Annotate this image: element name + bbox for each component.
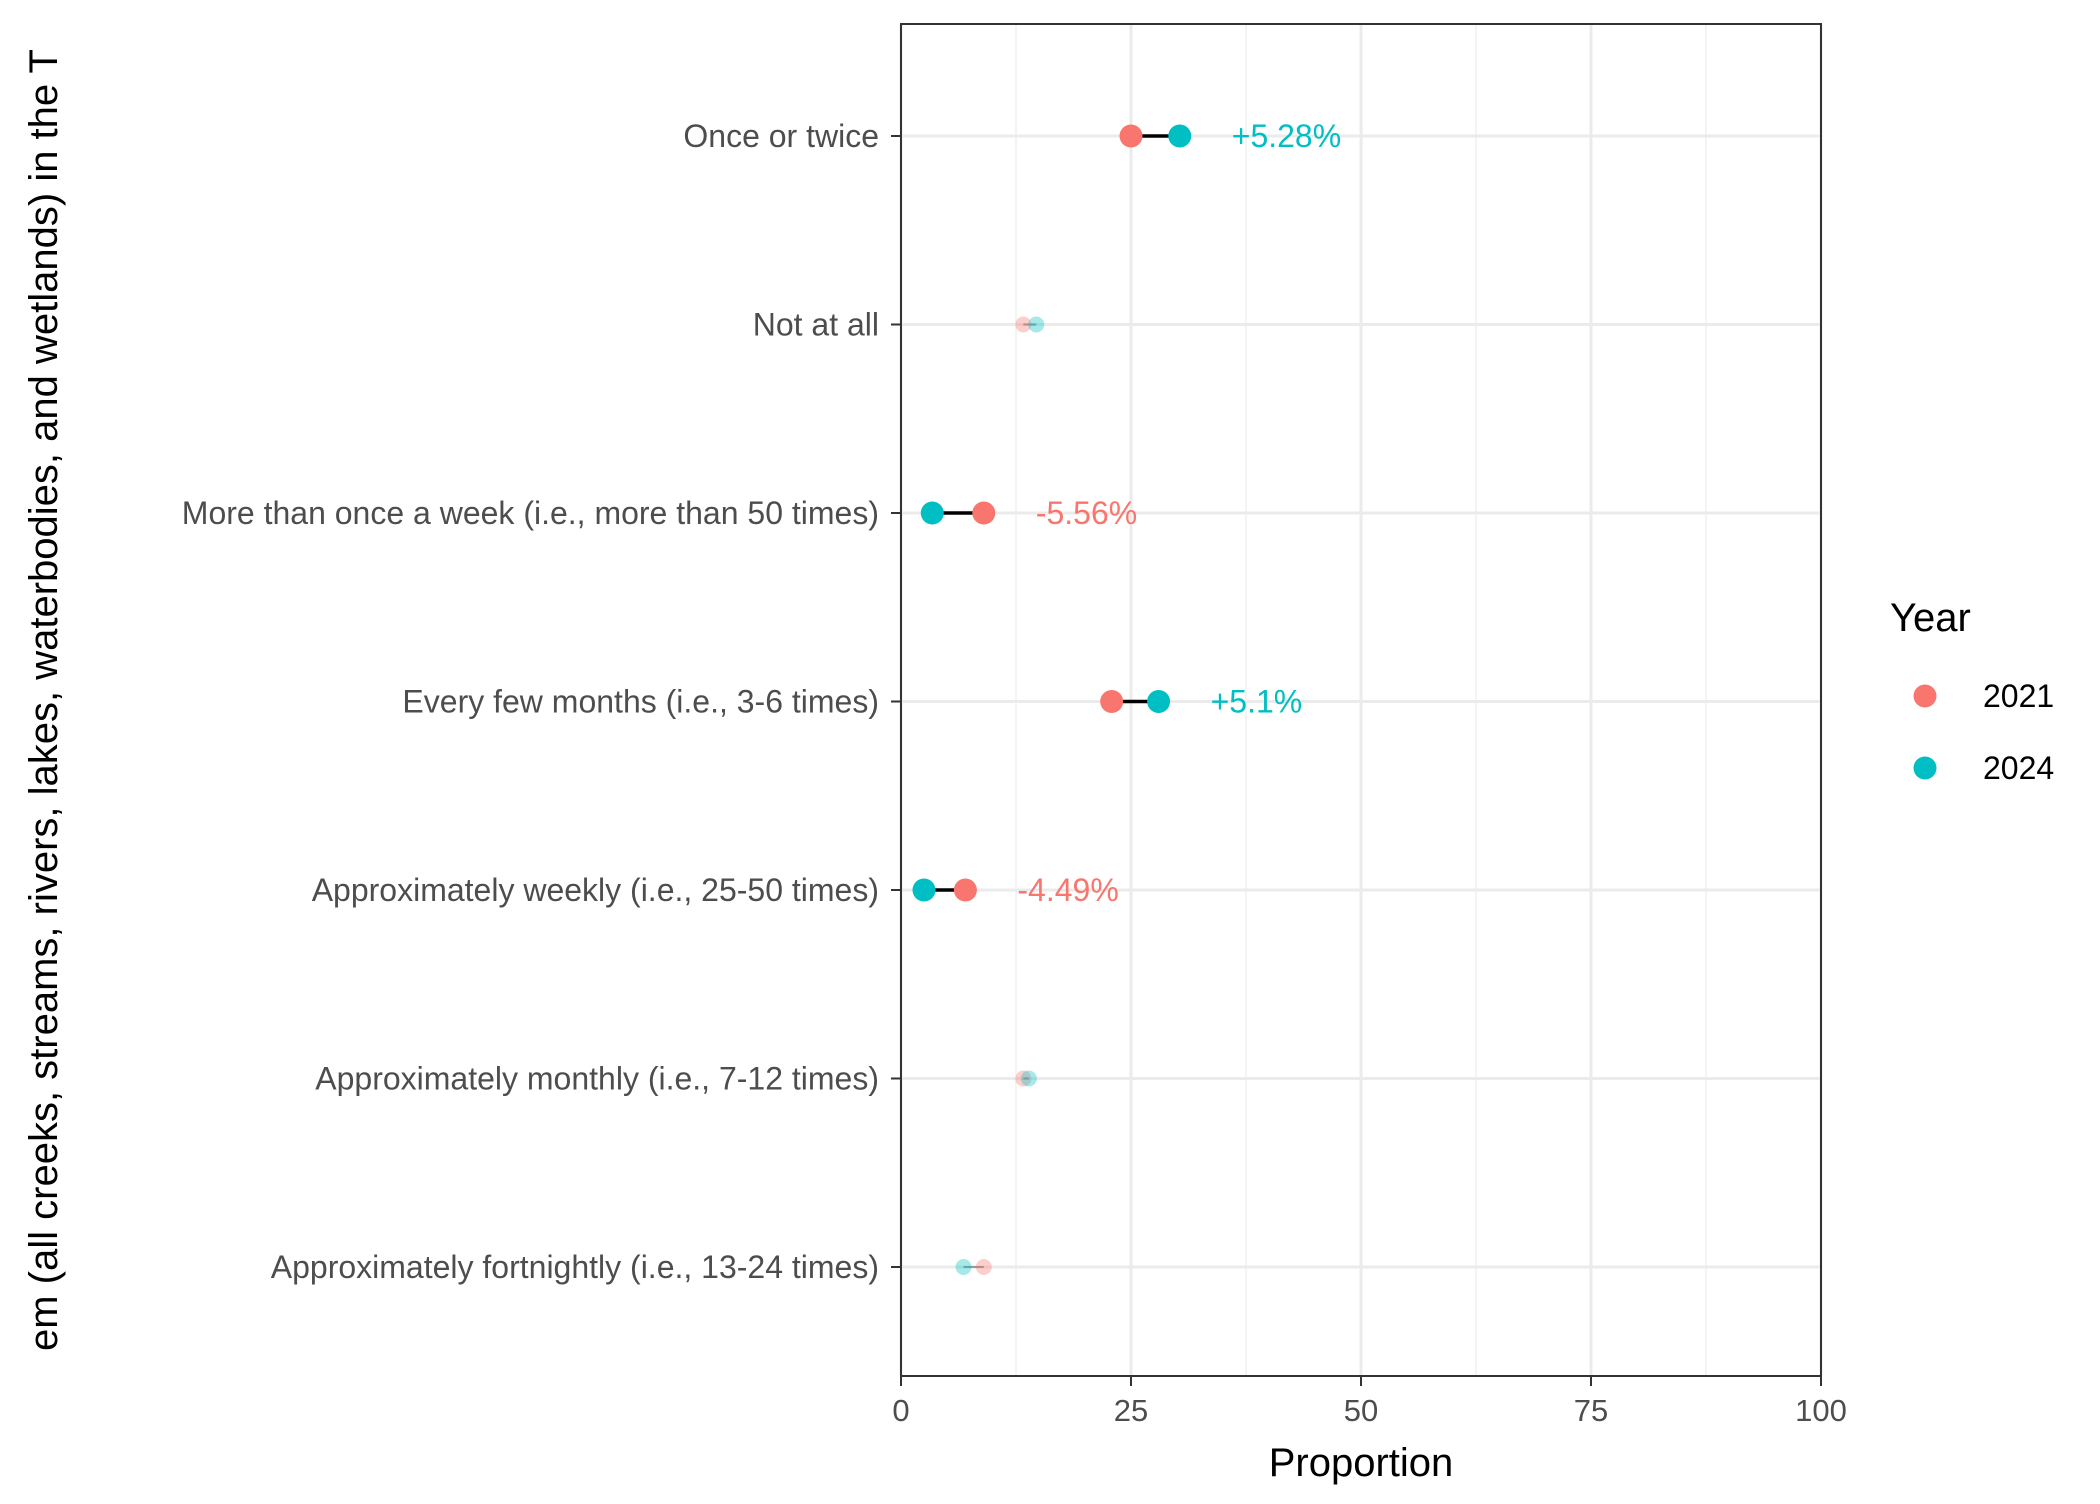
category-label: Not at all xyxy=(753,307,879,343)
category-label: Approximately monthly (i.e., 7-12 times) xyxy=(315,1061,879,1097)
category-label: Every few months (i.e., 3-6 times) xyxy=(402,684,879,720)
point-2021 xyxy=(975,1259,992,1275)
point-2024 xyxy=(1147,690,1171,713)
axis-layer: 0 25 50 75 100 Once or twice Not at all More th… xyxy=(182,118,1847,1428)
x-tick-label: 75 xyxy=(1574,1393,1608,1428)
legend-key-2021 xyxy=(1913,684,1937,708)
point-2024 xyxy=(1028,316,1045,333)
difference-label: -5.56% xyxy=(1036,495,1137,531)
legend-label: 2024 xyxy=(1983,750,2054,786)
point-2021 xyxy=(1100,690,1124,713)
point-2024 xyxy=(912,878,936,902)
difference-label: +5.1% xyxy=(1211,684,1303,720)
point-2021 xyxy=(972,501,996,525)
legend-label: 2021 xyxy=(1983,678,2054,714)
x-tick-label: 0 xyxy=(892,1393,909,1428)
point-2021 xyxy=(1015,316,1032,333)
point-2024 xyxy=(1168,124,1192,148)
category-label: More than once a week (i.e., more than 5… xyxy=(182,495,879,531)
category-label: Once or twice xyxy=(683,118,879,154)
category-label: Approximately weekly (i.e., 25-50 times) xyxy=(312,872,879,908)
category-label: Approximately fortnightly (i.e., 13-24 t… xyxy=(271,1249,879,1285)
legend: Year 2021 2024 xyxy=(1890,596,2054,786)
marks-layer: +5.28% -5.56% +5.1% -4.49% xyxy=(912,118,1341,1275)
difference-label: +5.28% xyxy=(1232,118,1341,154)
legend-key-2024 xyxy=(1913,756,1937,780)
x-tick-label: 50 xyxy=(1344,1393,1378,1428)
point-2021 xyxy=(1015,1070,1032,1087)
x-tick-label: 100 xyxy=(1795,1393,1847,1428)
grid-layer xyxy=(899,24,1823,1376)
x-axis-title: Proportion xyxy=(1269,1441,1454,1485)
point-2024 xyxy=(1020,1070,1037,1087)
point-2024 xyxy=(920,501,944,525)
x-tick-label: 25 xyxy=(1114,1393,1148,1428)
difference-label: -4.49% xyxy=(1017,872,1118,908)
legend-title: Year xyxy=(1890,596,1971,640)
y-axis-title: em (all creeks, streams, rivers, lakes, … xyxy=(22,49,66,1351)
point-2021 xyxy=(953,878,977,902)
point-2024 xyxy=(955,1259,972,1275)
point-2021 xyxy=(1119,124,1143,148)
